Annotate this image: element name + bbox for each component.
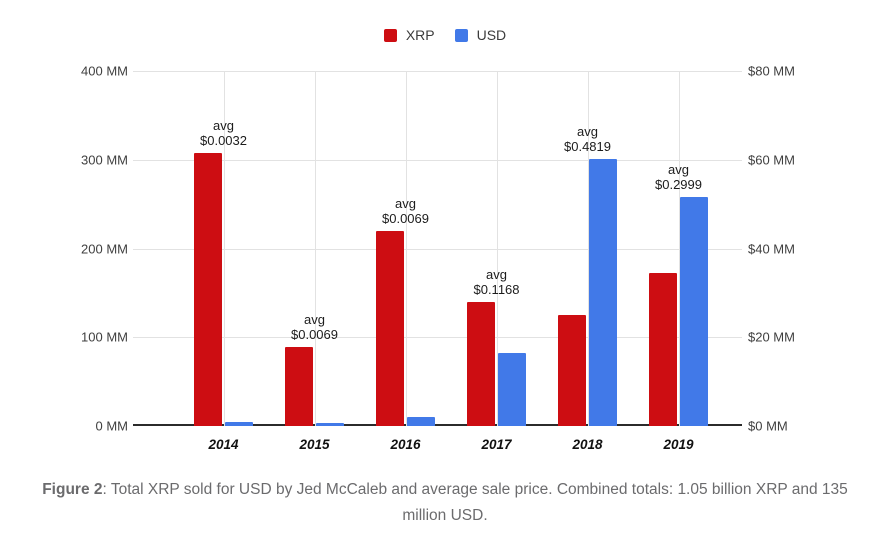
vertical-gridline	[496, 71, 498, 426]
usd-bar-2017	[498, 353, 526, 426]
axis-tick-label: 400 MM	[81, 63, 128, 79]
bar-group-2018	[542, 159, 633, 426]
usd-bar-2015	[316, 423, 344, 426]
category-band: avg $0.0032 2014 avg $0.0069 2015 avg $0.0069 20…	[178, 71, 724, 452]
avg-word: avg	[395, 196, 416, 211]
axis-tick-label: $80 MM	[748, 63, 795, 79]
bar-group-2016	[360, 231, 451, 426]
avg-value: $0.4819	[564, 139, 611, 154]
chart-legend: XRP USD	[0, 27, 890, 43]
legend-item-xrp: XRP	[383, 27, 435, 43]
category-slot-2019: avg $0.2999 2019	[633, 71, 724, 452]
axis-tick-label: 100 MM	[81, 329, 128, 345]
avg-word: avg	[213, 118, 234, 133]
usd-bar-2016	[407, 417, 435, 426]
axis-tick-label: $0 MM	[748, 418, 788, 434]
xrp-bar-2014	[194, 153, 222, 426]
avg-price-label-2017: avg $0.1168	[473, 267, 519, 297]
category-slot-2014: avg $0.0032 2014	[178, 71, 269, 452]
figure-caption-text: Figure 2: Total XRP sold for USD by Jed …	[34, 477, 856, 529]
axis-tick-label: 0 MM	[95, 418, 129, 434]
avg-value: $0.1168	[473, 282, 520, 297]
right-value-axis: $80 MM $60 MM $40 MM $20 MM $0 MM	[748, 64, 878, 434]
figure-caption: Figure 2: Total XRP sold for USD by Jed …	[0, 477, 890, 529]
category-slot-2015: avg $0.0069 2015	[269, 71, 360, 452]
bar-group-2014	[178, 153, 269, 426]
vertical-gridline	[587, 71, 589, 426]
x-axis-label-2018: 2018	[572, 437, 603, 452]
avg-word: avg	[577, 124, 598, 139]
left-value-axis: 400 MM 300 MM 200 MM 100 MM 0 MM	[0, 64, 128, 434]
category-slot-2016: avg $0.0069 2016	[360, 71, 451, 452]
axis-tick-label: 200 MM	[81, 241, 128, 256]
xrp-bar-2018	[558, 315, 586, 426]
x-axis-label-2016: 2016	[390, 437, 421, 452]
xrp-bar-2019	[649, 273, 677, 426]
horizontal-gridline	[133, 337, 742, 339]
axis-tick-label: $60 MM	[748, 152, 795, 168]
avg-price-label-2019: avg $0.2999	[655, 162, 702, 192]
x-axis-baseline	[133, 424, 742, 426]
avg-value: $0.0032	[200, 133, 247, 148]
avg-value: $0.2999	[655, 177, 702, 192]
avg-price-label-2015: avg $0.0069	[291, 312, 338, 342]
vertical-gridline	[223, 71, 225, 426]
x-axis-label-2019: 2019	[663, 437, 694, 452]
avg-word: avg	[304, 312, 325, 327]
vertical-gridline	[314, 71, 316, 426]
x-axis-label-2014: 2014	[208, 437, 239, 452]
plot-area: avg $0.0032 2014 avg $0.0069 2015 avg $0.0069 20…	[133, 71, 742, 452]
horizontal-gridline	[133, 71, 742, 72]
avg-price-label-2014: avg $0.0032	[200, 118, 247, 148]
figure-caption-label: Figure 2	[42, 481, 103, 498]
x-axis-label-2015: 2015	[299, 437, 330, 452]
horizontal-gridline	[133, 248, 742, 250]
usd-bar-2018	[589, 159, 617, 426]
vertical-gridline	[678, 71, 680, 426]
vertical-gridline	[405, 71, 407, 426]
avg-word: avg	[668, 162, 689, 177]
legend-swatch-usd	[454, 28, 468, 42]
avg-price-label-2018: avg $0.4819	[564, 124, 611, 154]
axis-tick-label: $20 MM	[748, 329, 795, 345]
bar-group-2019	[633, 197, 724, 426]
usd-bar-2014	[225, 422, 253, 426]
horizontal-gridline	[133, 159, 742, 161]
legend-item-usd: USD	[454, 27, 507, 43]
bar-group-2015	[269, 347, 360, 426]
xrp-bar-2017	[467, 302, 495, 426]
category-slot-2018: avg $0.4819 2018	[542, 71, 633, 452]
figure-caption-body: : Total XRP sold for USD by Jed McCaleb …	[102, 481, 848, 524]
avg-word: avg	[486, 267, 507, 282]
avg-value: $0.0069	[382, 211, 429, 226]
xrp-bar-2016	[376, 231, 404, 426]
axis-tick-label: 300 MM	[81, 152, 128, 168]
avg-price-label-2016: avg $0.0069	[382, 196, 429, 226]
x-axis-label-2017: 2017	[481, 437, 512, 452]
legend-swatch-xrp	[383, 28, 397, 42]
legend-label: USD	[476, 27, 507, 43]
legend-label: XRP	[405, 27, 435, 43]
category-slot-2017: avg $0.1168 2017	[451, 71, 542, 452]
avg-value: $0.0069	[291, 327, 338, 342]
bar-group-2017	[451, 302, 542, 426]
xrp-bar-2015	[285, 347, 313, 426]
axis-tick-label: $40 MM	[748, 241, 795, 256]
usd-bar-2019	[680, 197, 708, 426]
